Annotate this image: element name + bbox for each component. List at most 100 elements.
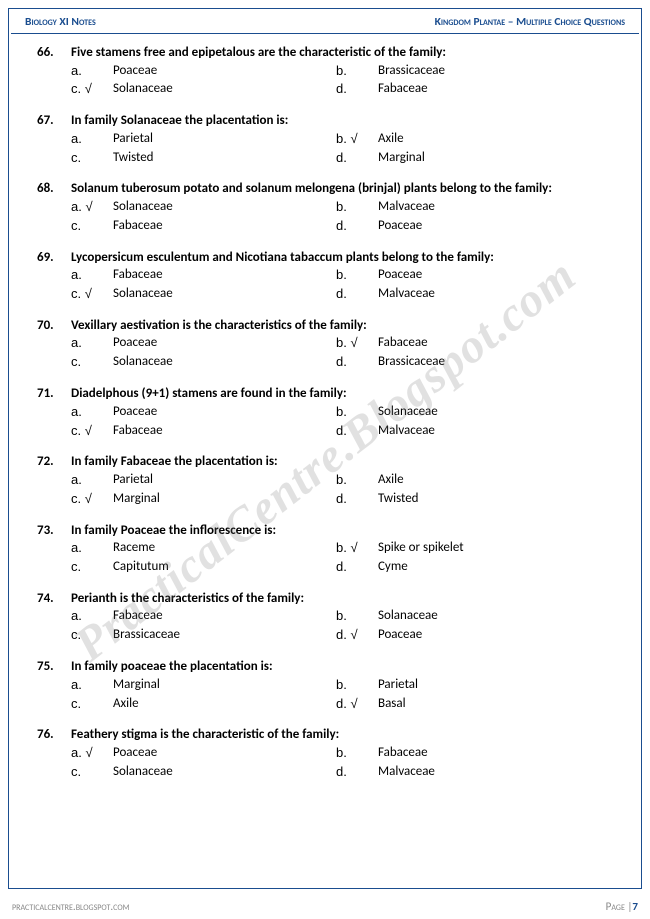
- option-letter: b.: [336, 403, 378, 422]
- option-cell: b. √Fabaceae: [336, 334, 613, 353]
- option-text: Basal: [378, 695, 613, 714]
- option-text: Spike or spikelet: [378, 539, 613, 558]
- option-text: Fabaceae: [113, 607, 336, 626]
- option-letter: a.: [71, 62, 113, 81]
- question-number: 73.: [37, 522, 71, 540]
- option-text: Fabaceae: [113, 217, 336, 236]
- option-cell: c.Solanaceae: [71, 353, 336, 372]
- question-text: In family Fabaceae the placentation is:: [71, 453, 613, 471]
- option-text: Raceme: [113, 539, 336, 558]
- option-row: c. √Solanaceaed.Fabaceae: [71, 80, 613, 99]
- option-text: Parietal: [378, 676, 613, 695]
- option-letter: b.: [336, 471, 378, 490]
- option-cell: b.Solanaceae: [336, 607, 613, 626]
- option-letter: c.: [71, 353, 113, 372]
- question-text: In family Poaceae the inflorescence is:: [71, 522, 613, 540]
- option-row: c.Fabaceaed.Poaceae: [71, 217, 613, 236]
- option-cell: a.Poaceae: [71, 403, 336, 422]
- option-cell: b.Malvaceae: [336, 198, 613, 217]
- question-number: 66.: [37, 44, 71, 62]
- option-cell: b.Brassicaceae: [336, 62, 613, 81]
- option-text: Poaceae: [113, 334, 336, 353]
- option-cell: b.Solanaceae: [336, 403, 613, 422]
- option-cell: d.Twisted: [336, 490, 613, 509]
- option-cell: d.Malvaceae: [336, 422, 613, 441]
- option-letter: c.: [71, 695, 113, 714]
- option-text: Solanaceae: [113, 285, 336, 304]
- option-row: c. √Fabaceaed.Malvaceae: [71, 422, 613, 441]
- option-cell: a.Raceme: [71, 539, 336, 558]
- option-text: Brassicaceae: [113, 626, 336, 645]
- options: a.Parietalb. √Axilec.Twistedd.Marginal: [37, 130, 613, 168]
- option-cell: c.Twisted: [71, 149, 336, 168]
- option-row: c.Solanaceaed.Brassicaceae: [71, 353, 613, 372]
- page-footer: practicalcentre.blogspot.com Page |7: [12, 900, 638, 913]
- option-text: Poaceae: [378, 626, 613, 645]
- option-letter: d. √: [336, 626, 378, 645]
- question-block: 74.Perianth is the characteristics of th…: [37, 590, 613, 645]
- question-number: 72.: [37, 453, 71, 471]
- option-cell: d. √Poaceae: [336, 626, 613, 645]
- question-text: Five stamens free and epipetalous are th…: [71, 44, 613, 62]
- option-letter: a. √: [71, 744, 113, 763]
- option-letter: b. √: [336, 130, 378, 149]
- option-row: c.Axiled. √Basal: [71, 695, 613, 714]
- option-cell: d.Poaceae: [336, 217, 613, 236]
- option-cell: a. √Poaceae: [71, 744, 336, 763]
- question-line: 66.Five stamens free and epipetalous are…: [37, 44, 613, 62]
- option-letter: a.: [71, 334, 113, 353]
- option-cell: a.Parietal: [71, 130, 336, 149]
- question-number: 75.: [37, 658, 71, 676]
- option-letter: a.: [71, 471, 113, 490]
- option-letter: a.: [71, 676, 113, 695]
- option-text: Poaceae: [113, 403, 336, 422]
- option-cell: a.Poaceae: [71, 62, 336, 81]
- option-row: a. √Solanaceaeb.Malvaceae: [71, 198, 613, 217]
- option-text: Marginal: [113, 490, 336, 509]
- option-cell: c. √Fabaceae: [71, 422, 336, 441]
- option-cell: b.Fabaceae: [336, 744, 613, 763]
- question-line: 75.In family poaceae the placentation is…: [37, 658, 613, 676]
- option-letter: b. √: [336, 539, 378, 558]
- option-letter: d.: [336, 217, 378, 236]
- options: a.Poaceaeb. √Fabaceaec.Solanaceaed.Brass…: [37, 334, 613, 372]
- question-block: 70.Vexillary aestivation is the characte…: [37, 317, 613, 372]
- option-cell: a.Marginal: [71, 676, 336, 695]
- options: a.Parietalb.Axilec. √Marginald.Twisted: [37, 471, 613, 509]
- options: a.Poaceaeb.Solanaceaec. √Fabaceaed.Malva…: [37, 403, 613, 441]
- option-row: c. √Solanaceaed.Malvaceae: [71, 285, 613, 304]
- option-cell: c.Brassicaceae: [71, 626, 336, 645]
- option-letter: b.: [336, 266, 378, 285]
- option-letter: a.: [71, 266, 113, 285]
- option-row: a.Parietalb. √Axile: [71, 130, 613, 149]
- option-text: Axile: [378, 130, 613, 149]
- option-letter: c. √: [71, 422, 113, 441]
- header-left: Biology XI Notes: [25, 15, 96, 29]
- option-letter: a. √: [71, 198, 113, 217]
- option-cell: a.Fabaceae: [71, 266, 336, 285]
- option-text: Poaceae: [378, 217, 613, 236]
- question-list: 66.Five stamens free and epipetalous are…: [9, 34, 641, 805]
- question-line: 68.Solanum tuberosum potato and solanum …: [37, 180, 613, 198]
- option-text: Solanaceae: [113, 198, 336, 217]
- option-row: a.Racemeb. √Spike or spikelet: [71, 539, 613, 558]
- option-letter: d.: [336, 285, 378, 304]
- question-number: 71.: [37, 385, 71, 403]
- option-letter: c.: [71, 763, 113, 782]
- option-letter: c. √: [71, 285, 113, 304]
- option-cell: d.Cyme: [336, 558, 613, 577]
- question-line: 74.Perianth is the characteristics of th…: [37, 590, 613, 608]
- option-cell: a.Poaceae: [71, 334, 336, 353]
- option-cell: a.Fabaceae: [71, 607, 336, 626]
- option-letter: b.: [336, 62, 378, 81]
- option-letter: b.: [336, 198, 378, 217]
- option-text: Fabaceae: [113, 266, 336, 285]
- option-letter: d.: [336, 490, 378, 509]
- option-text: Twisted: [378, 490, 613, 509]
- question-text: Solanum tuberosum potato and solanum mel…: [71, 180, 613, 198]
- option-letter: b. √: [336, 334, 378, 353]
- option-cell: d. √Basal: [336, 695, 613, 714]
- question-line: 71.Diadelphous (9+1) stamens are found i…: [37, 385, 613, 403]
- option-text: Fabaceae: [113, 422, 336, 441]
- page-header: Biology XI Notes Kingdom Plantae – Multi…: [11, 9, 639, 34]
